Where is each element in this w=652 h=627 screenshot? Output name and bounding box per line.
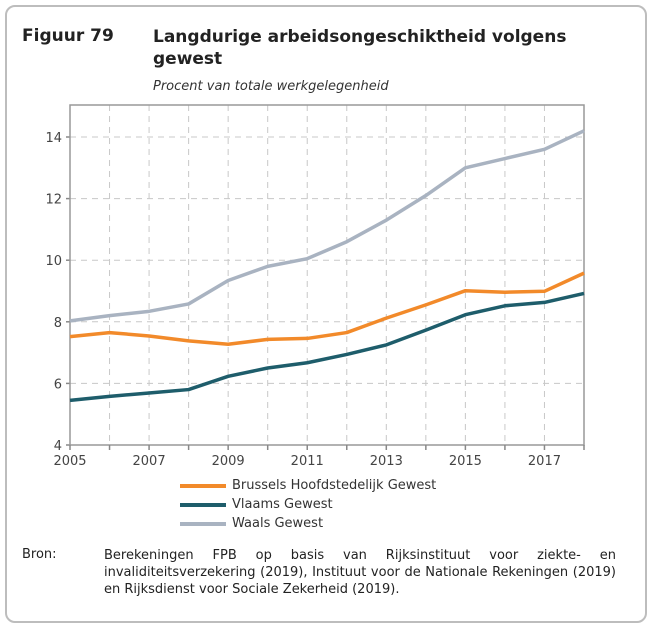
chart-title: Langdurige arbeidsongeschiktheid volgens… — [153, 27, 567, 69]
y-tick-label: 10 — [45, 254, 62, 269]
legend-swatch — [180, 483, 226, 488]
figure-label: Figuur 79 — [22, 26, 114, 46]
legend-item: Vlaams Gewest — [180, 497, 333, 512]
x-tick-label: 2011 — [291, 454, 324, 469]
chart-subtitle: Procent van totale werkgelegenheid — [153, 79, 389, 94]
x-tick-label: 2007 — [133, 454, 166, 469]
series-line-waals-gewest — [69, 129, 585, 323]
x-tick-label: 2017 — [528, 454, 561, 469]
legend-label: Waals Gewest — [232, 516, 324, 531]
legend-item: Brussels Hoofdstedelijk Gewest — [180, 478, 436, 493]
source-label: Bron: — [22, 547, 57, 562]
x-tick-label: 2015 — [449, 454, 482, 469]
series-line-vlaams-gewest — [69, 291, 585, 403]
x-tick-label: 2009 — [212, 454, 245, 469]
source-text: Berekeningen FPB op basis van Rijksinsti… — [104, 548, 616, 597]
legend-label: Brussels Hoofdstedelijk Gewest — [232, 478, 437, 493]
x-tick-label: 2013 — [370, 454, 403, 469]
y-tick-label: 6 — [54, 377, 62, 392]
x-tick-label: 2005 — [53, 454, 86, 469]
series-line-brussels-hoofdstedelijk-gewest — [69, 271, 585, 347]
y-tick-label: 14 — [45, 131, 62, 146]
y-tick-label: 4 — [54, 439, 62, 454]
legend-swatch — [180, 521, 226, 526]
legend-swatch — [180, 502, 226, 507]
legend-label: Vlaams Gewest — [232, 497, 333, 512]
y-tick-label: 8 — [54, 316, 62, 331]
legend-item: Waals Gewest — [180, 516, 323, 531]
y-tick-label: 12 — [45, 193, 62, 208]
